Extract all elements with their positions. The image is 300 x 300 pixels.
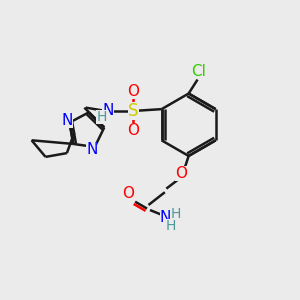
- Text: O: O: [128, 123, 140, 138]
- Text: Cl: Cl: [192, 64, 206, 79]
- Text: H: H: [166, 219, 176, 233]
- Text: H: H: [96, 110, 107, 124]
- Text: N: N: [86, 142, 98, 157]
- Text: O: O: [128, 83, 140, 98]
- Text: S: S: [128, 102, 139, 120]
- Text: N: N: [160, 210, 171, 225]
- Text: O: O: [175, 166, 187, 181]
- Text: N: N: [61, 113, 73, 128]
- Text: N: N: [102, 103, 114, 118]
- Text: O: O: [122, 186, 134, 201]
- Text: H: H: [171, 208, 181, 221]
